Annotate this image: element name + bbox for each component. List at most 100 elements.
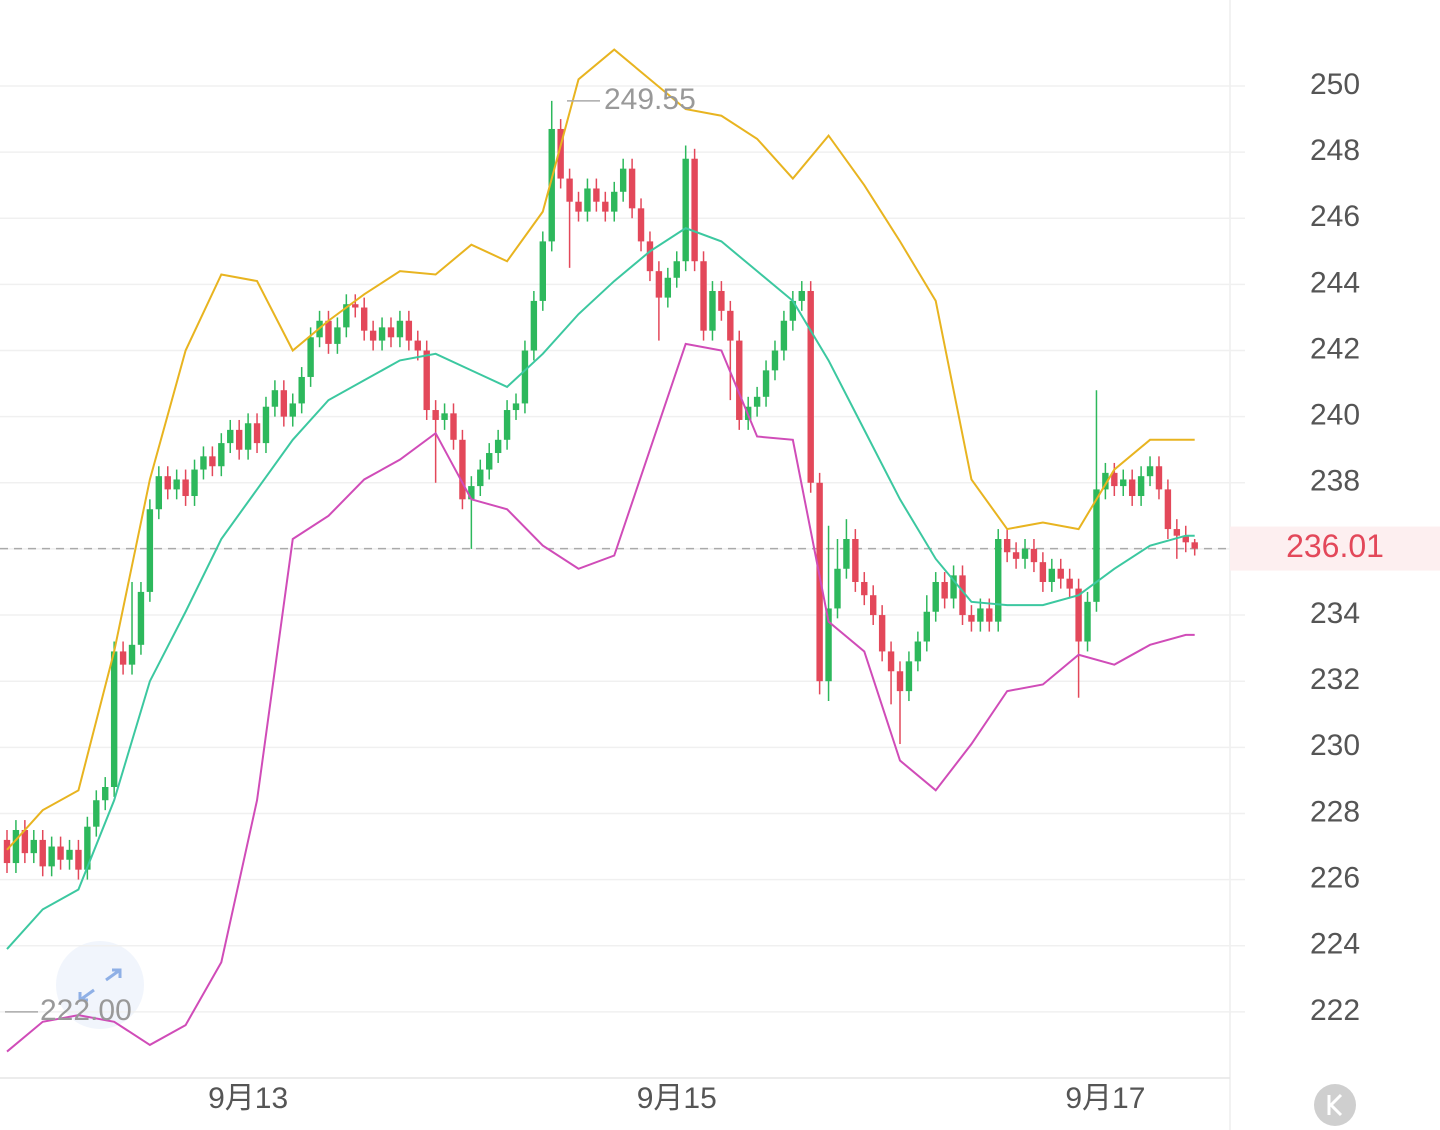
- candle-body: [3, 839, 11, 864]
- candle-body: [235, 429, 243, 450]
- candle-body: [280, 390, 288, 417]
- candle-body: [441, 413, 448, 420]
- candle-body: [289, 403, 296, 417]
- band-line: [6, 227, 1195, 950]
- candle-body: [977, 608, 984, 622]
- candle-body: [209, 456, 216, 467]
- candle-body: [664, 277, 672, 298]
- candle-body: [253, 423, 261, 444]
- candle-body: [1191, 542, 1198, 549]
- candle-body: [128, 644, 136, 665]
- candle-body: [334, 327, 341, 344]
- candle-body: [66, 849, 73, 860]
- y-tick-label: 250: [1310, 68, 1360, 101]
- candle-body: [548, 128, 555, 242]
- k-button-bg[interactable]: [1314, 1084, 1356, 1126]
- candle-body: [628, 168, 636, 209]
- candle-body: [1048, 568, 1056, 582]
- y-tick-label: 246: [1310, 200, 1360, 233]
- candle-body: [119, 651, 127, 665]
- candle-body: [521, 350, 529, 404]
- candle-body: [1057, 568, 1064, 579]
- band-line: [6, 48, 1195, 851]
- candle-body: [557, 128, 564, 179]
- candle-body: [825, 608, 832, 682]
- candle-body: [566, 178, 573, 202]
- candle-body: [771, 350, 779, 371]
- candle-body: [396, 320, 404, 338]
- y-tick-label: 234: [1310, 597, 1360, 630]
- k-button[interactable]: [1314, 1084, 1356, 1126]
- candle-body: [93, 800, 100, 827]
- candle-body: [459, 439, 466, 500]
- candle-body: [539, 241, 546, 301]
- max-label: 249.55: [604, 83, 696, 116]
- candle-body: [343, 304, 350, 328]
- candle-body: [21, 829, 29, 854]
- candle-body: [1182, 535, 1189, 543]
- candle-body: [1084, 601, 1091, 642]
- candle-body: [352, 304, 359, 308]
- candle-body: [637, 208, 645, 242]
- candle-body: [1039, 562, 1047, 582]
- candle-body: [736, 340, 743, 420]
- candle-body: [110, 651, 118, 788]
- candle-body: [959, 575, 966, 616]
- candle-body: [905, 661, 913, 692]
- last-price-label: 236.01: [1286, 528, 1384, 564]
- candle-body: [762, 370, 770, 397]
- candle-body: [1111, 472, 1118, 487]
- y-tick-label: 232: [1310, 663, 1360, 696]
- candle-body: [1075, 588, 1082, 642]
- y-tick-label: 248: [1310, 134, 1360, 167]
- candle-body: [1120, 479, 1127, 487]
- candle-body: [182, 479, 189, 497]
- y-tick-label: 238: [1310, 465, 1360, 498]
- candle-body: [1093, 489, 1100, 602]
- zoom-icon[interactable]: [78, 968, 122, 1002]
- candle-body: [12, 829, 20, 864]
- candle-body: [727, 310, 734, 341]
- candle-body: [1102, 472, 1109, 490]
- candle-body: [137, 591, 145, 645]
- candle-body: [244, 423, 252, 450]
- zoom-button[interactable]: [56, 941, 144, 1029]
- candle-body: [941, 581, 948, 599]
- candle-body: [816, 482, 823, 682]
- zoom-button-bg[interactable]: [56, 941, 144, 1029]
- candle-body: [780, 320, 788, 351]
- candle-body: [709, 290, 716, 331]
- candle-body: [227, 429, 234, 444]
- candle-body: [870, 595, 877, 616]
- candle-body: [753, 396, 761, 407]
- candle-body: [861, 581, 868, 596]
- candle-body: [896, 671, 904, 692]
- candle-body: [191, 469, 198, 497]
- candle-body: [298, 376, 305, 404]
- candle-body: [414, 340, 421, 351]
- candle-body: [164, 476, 171, 490]
- candle-body: [950, 575, 957, 599]
- candle-body: [84, 826, 91, 870]
- candle-body: [878, 615, 886, 652]
- min-label: 222.00: [40, 994, 132, 1027]
- candle-body: [39, 839, 46, 867]
- candle-body: [450, 413, 457, 440]
- candle-body: [619, 168, 627, 192]
- candle-body: [593, 188, 600, 202]
- candle-body: [986, 608, 993, 622]
- k-icon[interactable]: [1327, 1093, 1343, 1117]
- x-tick-label: 9月13: [208, 1082, 288, 1115]
- candle-body: [307, 337, 314, 377]
- candle-body: [325, 320, 332, 344]
- candle-body: [432, 410, 439, 420]
- candle-body: [146, 509, 154, 592]
- candle-body: [378, 327, 386, 341]
- last-price-tag: [1230, 526, 1440, 571]
- x-tick-label: 9月15: [637, 1082, 717, 1115]
- candle-body: [155, 476, 163, 510]
- candle-body: [798, 290, 805, 301]
- candles: [3, 100, 1198, 880]
